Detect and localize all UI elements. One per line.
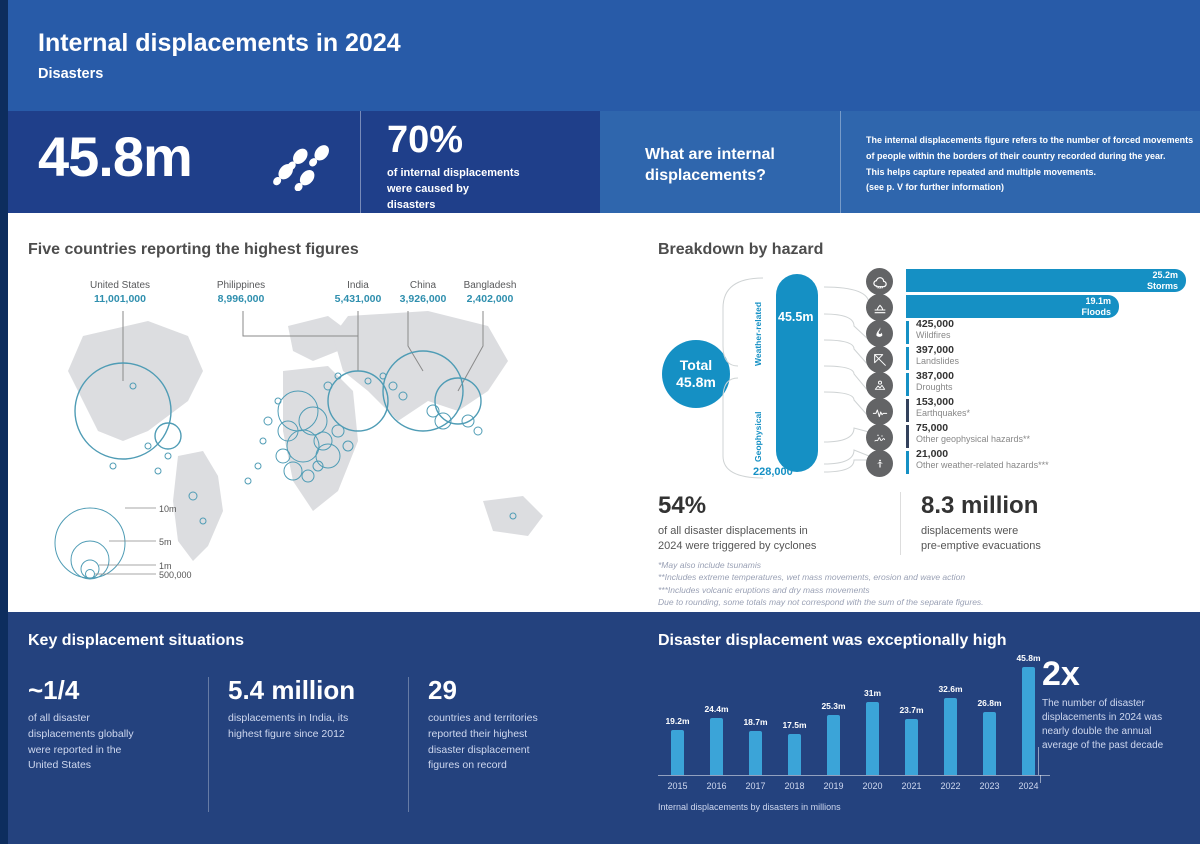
svg-text:500,000: 500,000: [159, 570, 192, 580]
svg-text:5m: 5m: [159, 537, 172, 547]
svg-text:10m: 10m: [159, 504, 177, 514]
